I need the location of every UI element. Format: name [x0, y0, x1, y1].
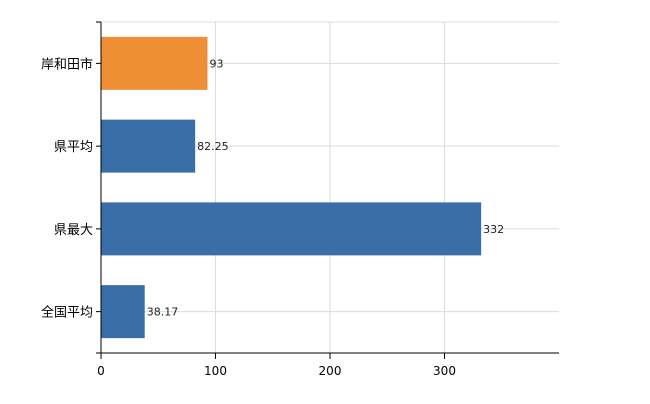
value-label-2: 82.25: [197, 140, 229, 153]
value-label-1: 93: [209, 57, 223, 70]
category-label-4: 全国平均: [41, 305, 93, 321]
value-label-4: 38.17: [147, 306, 179, 319]
x-tick-label-1: 0: [97, 364, 105, 378]
bars: [101, 36, 482, 339]
bar-2: [101, 119, 196, 173]
x-tick-label-4: 300: [433, 364, 456, 378]
bar-3: [101, 202, 482, 256]
axes: [96, 21, 559, 359]
category-label-2: 県平均: [54, 140, 93, 155]
category-label-3: 県最大: [54, 223, 93, 238]
value-labels: 93 82.25 332 38.17: [147, 57, 504, 318]
x-tick-label-3: 200: [319, 364, 342, 378]
bar-1: [101, 36, 208, 90]
x-tick-labels: 0 100 200 300: [97, 364, 456, 378]
value-label-3: 332: [483, 223, 504, 236]
category-label-1: 岸和田市: [41, 56, 93, 72]
x-tick-label-2: 100: [204, 364, 227, 378]
bar-4: [101, 285, 145, 339]
